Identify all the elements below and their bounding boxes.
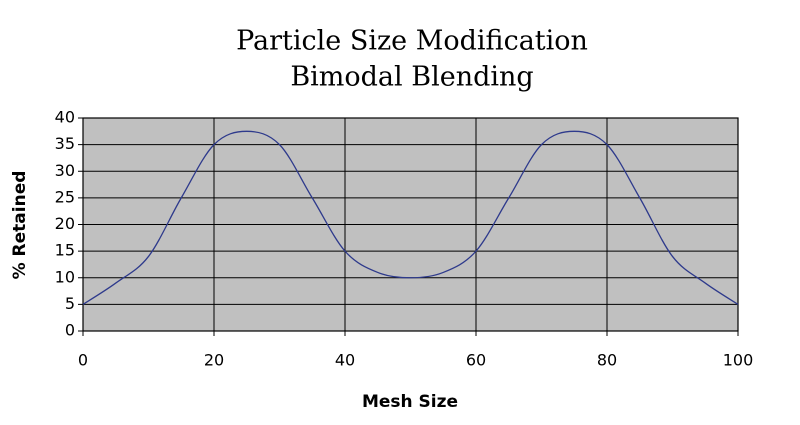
- y-tick-label: 30: [55, 161, 75, 180]
- y-tick-label: 20: [55, 214, 75, 233]
- x-tick-label: 20: [204, 351, 224, 370]
- y-tick-label: 25: [55, 187, 75, 206]
- y-tick-label: 40: [55, 108, 75, 127]
- x-tick-label: 40: [335, 351, 355, 370]
- data-line: [82, 130, 739, 305]
- y-tick-label: 5: [65, 294, 75, 313]
- plot-border: [82, 117, 739, 332]
- y-tick-label: 0: [65, 321, 75, 340]
- x-tick-label: 80: [597, 351, 617, 370]
- chart-subtitle: Bimodal Blending: [290, 62, 533, 93]
- y-tick-label: 35: [55, 134, 75, 153]
- x-axis-title: Mesh Size: [362, 392, 458, 412]
- chart-title: Particle Size Modification: [236, 26, 588, 57]
- y-tick-label: 15: [55, 241, 75, 260]
- x-tick-label: 0: [78, 351, 88, 370]
- x-tick-label: 60: [466, 351, 486, 370]
- y-axis-title: % Retained: [10, 171, 30, 280]
- y-tick-label: 10: [55, 267, 75, 286]
- x-tick-label: 100: [723, 351, 754, 370]
